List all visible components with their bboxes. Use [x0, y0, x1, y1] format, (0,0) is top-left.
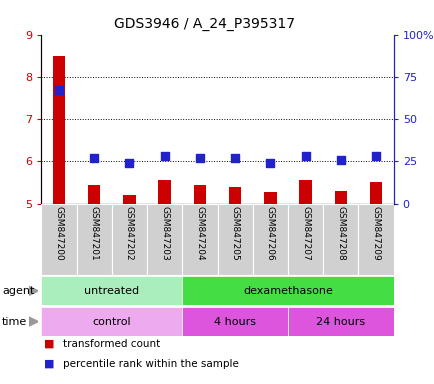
Text: dexamethasone: dexamethasone [243, 286, 332, 296]
Polygon shape [29, 317, 38, 326]
Bar [322, 204, 358, 275]
Point [372, 153, 379, 159]
Text: GSM847203: GSM847203 [160, 206, 169, 260]
Text: control: control [92, 316, 131, 327]
Bar [217, 204, 252, 275]
Text: GSM847204: GSM847204 [195, 206, 204, 260]
Bar [147, 204, 182, 275]
Text: 4 hours: 4 hours [214, 316, 256, 327]
Bar [41, 204, 76, 275]
Bar [53, 56, 65, 204]
Bar [182, 204, 217, 275]
Bar [112, 204, 147, 275]
Point [91, 155, 98, 161]
Bar [88, 185, 100, 204]
Point [161, 153, 168, 159]
Text: GSM847209: GSM847209 [371, 206, 380, 260]
Bar [41, 307, 182, 336]
Text: ■: ■ [43, 359, 54, 369]
Bar [193, 185, 206, 204]
Bar [287, 307, 393, 336]
Bar [123, 195, 135, 204]
Bar [252, 204, 287, 275]
Text: GSM847205: GSM847205 [230, 206, 239, 260]
Text: GSM847202: GSM847202 [125, 206, 134, 260]
Bar [287, 204, 322, 275]
Text: GSM847208: GSM847208 [335, 206, 345, 260]
Text: untreated: untreated [84, 286, 139, 296]
Text: agent: agent [2, 286, 34, 296]
Point [302, 153, 309, 159]
Text: time: time [2, 316, 27, 327]
Text: 24 hours: 24 hours [316, 316, 365, 327]
Bar [182, 307, 287, 336]
Bar [369, 182, 381, 204]
Point [266, 160, 273, 166]
Point [196, 155, 203, 161]
Bar [41, 276, 182, 305]
Text: GSM847201: GSM847201 [89, 206, 99, 260]
Bar [158, 180, 171, 204]
Bar [76, 204, 112, 275]
Polygon shape [29, 286, 38, 296]
Text: transformed count: transformed count [63, 339, 160, 349]
Bar [228, 187, 241, 204]
Bar [182, 276, 393, 305]
Text: GSM847200: GSM847200 [54, 206, 63, 260]
Text: GSM847207: GSM847207 [300, 206, 309, 260]
Point [56, 87, 62, 93]
Bar [263, 192, 276, 204]
Text: ■: ■ [43, 339, 54, 349]
Point [126, 160, 133, 166]
Text: percentile rank within the sample: percentile rank within the sample [63, 359, 238, 369]
Bar [334, 191, 346, 204]
Bar [299, 180, 311, 204]
Text: GSM847206: GSM847206 [265, 206, 274, 260]
Point [337, 157, 344, 163]
Point [231, 155, 238, 161]
Text: GDS3946 / A_24_P395317: GDS3946 / A_24_P395317 [114, 17, 294, 31]
Bar [358, 204, 393, 275]
